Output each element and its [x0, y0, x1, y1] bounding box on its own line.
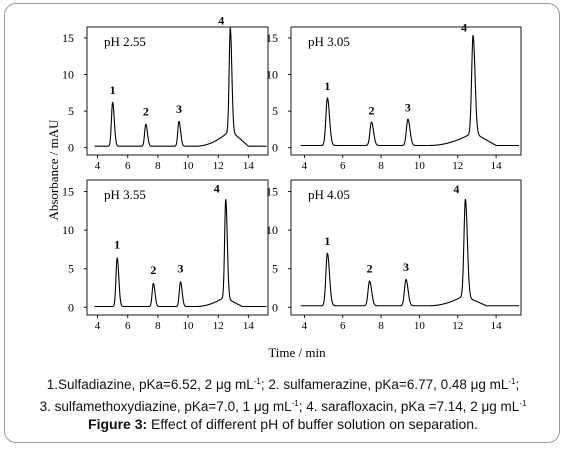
caption-label: Figure 3:	[88, 416, 148, 432]
y-tick-label: 15	[266, 31, 278, 45]
legend-superscript: -1	[508, 377, 516, 386]
y-tick-label: 5	[68, 262, 74, 276]
legend-superscript: -1	[291, 399, 299, 408]
y-tick-label: 0	[272, 300, 278, 314]
x-tick-label: 10	[414, 320, 426, 332]
x-tick-label: 4	[95, 160, 101, 172]
chromatogram-trace-3	[94, 199, 267, 308]
y-tick-label: 10	[266, 68, 278, 82]
y-tick-label: 0	[68, 141, 74, 155]
chromatogram-trace-1	[94, 27, 267, 147]
x-tick-label: 14	[491, 320, 503, 332]
panel-ph-label: pH 2.55	[104, 34, 146, 49]
peak-label: 1	[110, 83, 116, 97]
x-tick-label: 6	[340, 160, 346, 172]
x-axis-label: Time / min	[268, 345, 326, 360]
y-tick-label: 15	[266, 185, 278, 199]
compound-legend: 1.Sulfadiazine, pKa=6.52, 2 μg mL-1; 2. …	[0, 372, 566, 416]
panel-frame-4	[290, 179, 522, 316]
peak-label: 2	[367, 262, 373, 276]
peak-label: 4	[218, 13, 224, 27]
peak-label: 1	[324, 234, 330, 248]
panel-frame-1	[86, 26, 269, 156]
peak-label: 4	[453, 182, 459, 196]
x-tick-label: 6	[125, 320, 131, 332]
legend-superscript: -1	[253, 377, 261, 386]
panel-ph-label: pH 4.05	[308, 187, 350, 202]
x-tick-label: 14	[243, 160, 255, 172]
x-tick-label: 6	[125, 160, 131, 172]
peak-label: 1	[324, 79, 330, 93]
figure-caption: Figure 3: Effect of different pH of buff…	[0, 416, 566, 432]
chromatogram-trace-4	[300, 198, 520, 307]
x-tick-label: 8	[155, 160, 161, 172]
peak-label: 3	[178, 262, 184, 276]
x-tick-label: 14	[243, 320, 255, 332]
x-tick-label: 10	[183, 160, 195, 172]
y-tick-label: 10	[62, 223, 74, 237]
peak-label: 3	[403, 260, 409, 274]
x-tick-label: 8	[378, 160, 384, 172]
peak-label: 4	[214, 181, 220, 195]
peak-label: 2	[150, 263, 156, 277]
x-tick-label: 14	[491, 160, 503, 172]
peak-label: 2	[369, 103, 375, 117]
peak-label: 3	[176, 102, 182, 116]
legend-superscript: -1	[519, 399, 527, 408]
y-tick-label: 0	[272, 141, 278, 155]
x-tick-label: 12	[452, 320, 463, 332]
chromatogram-trace-2	[300, 34, 520, 147]
x-tick-label: 4	[302, 320, 308, 332]
y-tick-label: 5	[68, 104, 74, 118]
x-tick-label: 12	[213, 320, 224, 332]
x-tick-label: 4	[95, 320, 101, 332]
peak-label: 3	[405, 100, 411, 114]
x-tick-label: 8	[155, 320, 161, 332]
legend-text: ; 2. sulfamerazine, pKa=6.77, 0.48 μg mL	[260, 377, 509, 392]
panel-ph-label: pH 3.55	[104, 187, 146, 202]
y-tick-label: 10	[62, 68, 74, 82]
y-tick-label: 0	[68, 300, 74, 314]
y-tick-label: 10	[266, 223, 278, 237]
peak-label: 1	[114, 238, 120, 252]
x-tick-label: 12	[452, 160, 463, 172]
x-tick-label: 12	[213, 160, 224, 172]
x-tick-label: 8	[378, 320, 384, 332]
panel-frame-2	[290, 26, 522, 156]
legend-line-2: 3. sulfamethoxydiazine, pKa=7.0, 1 μg mL…	[0, 394, 566, 416]
x-tick-label: 10	[183, 320, 195, 332]
y-tick-label: 15	[62, 185, 74, 199]
panel-frame-3	[86, 179, 269, 316]
y-axis-label: Absorbance / mAU	[46, 119, 61, 221]
x-tick-label: 10	[414, 160, 426, 172]
peak-label: 4	[461, 21, 467, 35]
y-tick-label: 5	[272, 104, 278, 118]
legend-line-1: 1.Sulfadiazine, pKa=6.52, 2 μg mL-1; 2. …	[0, 372, 566, 394]
y-tick-label: 5	[272, 262, 278, 276]
caption-text: Effect of different pH of buffer solutio…	[147, 416, 478, 432]
legend-text: 3. sulfamethoxydiazine, pKa=7.0, 1 μg mL	[39, 399, 292, 414]
peak-label: 2	[143, 105, 149, 119]
x-tick-label: 4	[302, 160, 308, 172]
panel-ph-label: pH 3.05	[308, 34, 350, 49]
x-tick-label: 6	[340, 320, 346, 332]
y-tick-label: 15	[62, 31, 74, 45]
legend-text: ; 4. sarafloxacin, pKa =7.14, 2 μg mL	[298, 399, 520, 414]
legend-text: 1.Sulfadiazine, pKa=6.52, 2 μg mL	[46, 377, 254, 392]
legend-text: ;	[515, 377, 520, 392]
